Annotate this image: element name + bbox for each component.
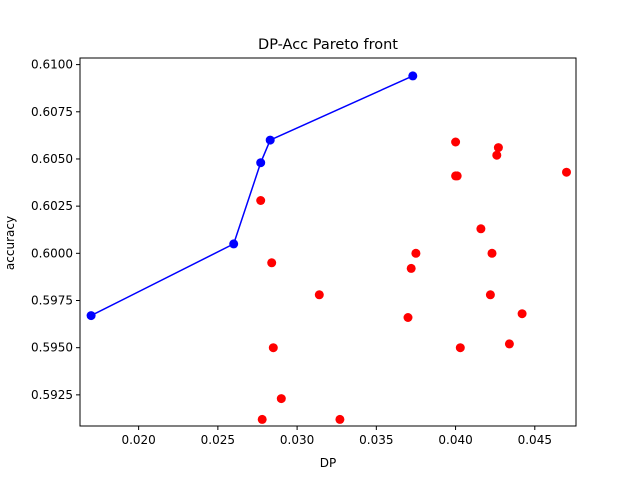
dominated-point bbox=[487, 248, 497, 258]
y-axis-title: accuracy bbox=[3, 216, 17, 270]
dominated-point bbox=[268, 343, 278, 353]
y-tick-label: 0.5925 bbox=[31, 388, 73, 402]
y-tick-label: 0.6050 bbox=[31, 152, 73, 166]
dominated-point bbox=[406, 263, 416, 273]
y-tick-label: 0.5950 bbox=[31, 341, 73, 355]
x-tick-label: 0.045 bbox=[518, 433, 552, 447]
dominated-point bbox=[517, 309, 527, 319]
x-tick-label: 0.035 bbox=[359, 433, 393, 447]
x-tick-label: 0.025 bbox=[201, 433, 235, 447]
y-tick-label: 0.6000 bbox=[31, 246, 73, 260]
dominated-point bbox=[335, 414, 345, 424]
axes-frame bbox=[79, 57, 577, 427]
y-tick-label: 0.6100 bbox=[31, 58, 73, 72]
dominated-point bbox=[504, 339, 514, 349]
chart-title: DP-Acc Pareto front bbox=[258, 37, 398, 53]
dominated-point bbox=[562, 167, 571, 177]
y-tick-label: 0.5975 bbox=[31, 294, 73, 308]
x-tick-label: 0.030 bbox=[280, 433, 314, 447]
dominated-point bbox=[276, 394, 286, 404]
dominated-point bbox=[411, 248, 421, 258]
pareto-point bbox=[86, 311, 96, 321]
dominated-point bbox=[314, 290, 324, 300]
dominated-point bbox=[485, 290, 495, 300]
dominated-point bbox=[267, 258, 277, 268]
dominated-point bbox=[257, 414, 267, 424]
pareto-point bbox=[265, 135, 275, 145]
dominated-point bbox=[492, 150, 502, 160]
x-tick-label: 0.040 bbox=[438, 433, 472, 447]
pareto-front-series bbox=[86, 71, 418, 321]
plot-area: 0.020 0.025 0.030 0.035 0.040 0.045 0.5925 0.59… bbox=[31, 57, 577, 447]
dominated-point bbox=[452, 171, 462, 181]
dominated-point bbox=[403, 313, 413, 322]
dominated-point bbox=[455, 343, 465, 353]
pareto-point bbox=[408, 71, 418, 81]
dominated-point bbox=[476, 224, 486, 234]
pareto-point bbox=[256, 158, 266, 168]
x-axis-title: DP bbox=[320, 456, 336, 470]
y-tick-label: 0.6075 bbox=[31, 105, 73, 119]
x-tick-label: 0.020 bbox=[121, 433, 155, 447]
pareto-point bbox=[229, 239, 239, 249]
dominated-point bbox=[493, 143, 503, 153]
dominated-point bbox=[451, 137, 461, 147]
dominated-points-series bbox=[256, 137, 571, 424]
dominated-point bbox=[256, 196, 266, 205]
y-tick-label: 0.6025 bbox=[31, 199, 73, 213]
